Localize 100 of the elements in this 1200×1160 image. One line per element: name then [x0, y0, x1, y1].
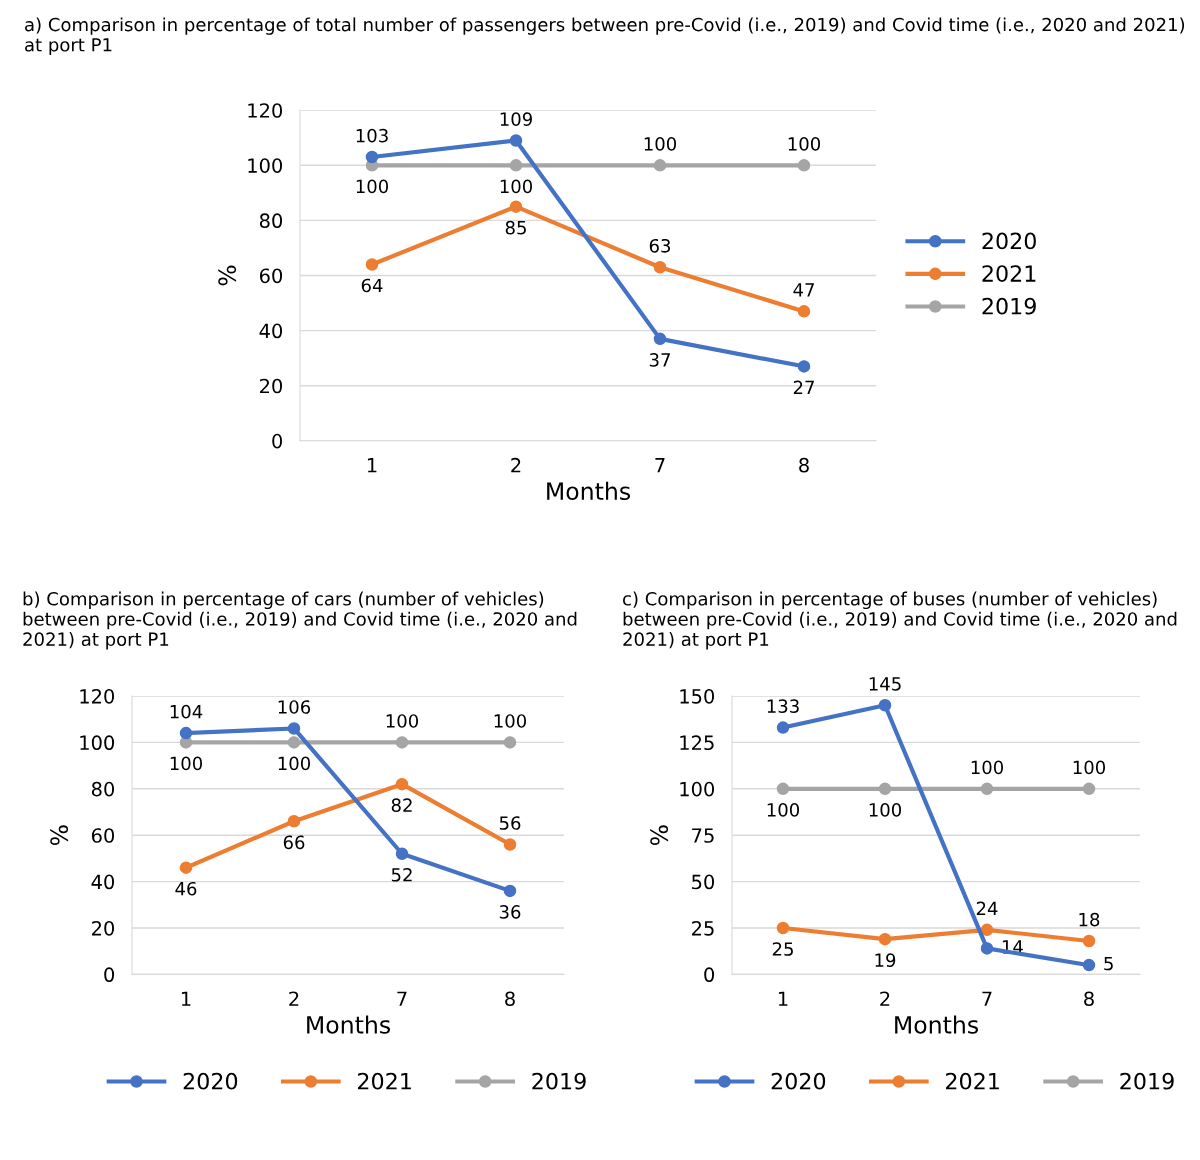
data-label: 100: [788, 137, 821, 151]
data-label: 27: [793, 380, 814, 395]
legend-label: 2019: [1120, 1072, 1174, 1090]
point: [503, 838, 517, 851]
x-axis-title: Months: [547, 481, 630, 501]
y-tick-label: 25: [692, 920, 714, 936]
legend-label: 2020: [771, 1072, 826, 1090]
x-tick-label: 1: [181, 991, 191, 1006]
point: [395, 736, 409, 749]
data-label: 36: [499, 905, 521, 919]
y-tick-label: 20: [260, 378, 283, 394]
point: [797, 360, 811, 373]
y-tick-label: 75: [692, 828, 714, 843]
chart-title: a) Comparison in percentage of total number of passengers between pre-Covid (i.e., 2019) and Covid time (i.e., 2020 and 2021) at port P1: [25, 17, 1185, 56]
y-tick-label: 120: [248, 103, 283, 118]
point: [797, 305, 811, 318]
data-label: 46: [175, 881, 197, 896]
y-tick-label: 100: [248, 158, 283, 173]
legend-label: 2021: [982, 265, 1036, 282]
point: [980, 942, 994, 955]
point: [776, 921, 790, 935]
data-label: 103: [356, 128, 388, 143]
point: [980, 782, 994, 796]
y-tick-label: 120: [80, 688, 115, 704]
y-tick-label: 125: [680, 735, 714, 751]
data-label: 82: [391, 798, 412, 813]
data-label: 100: [356, 179, 389, 194]
point: [878, 699, 892, 712]
point: [365, 150, 379, 164]
point: [653, 260, 667, 274]
chart-title: b) Comparison in percentage of cars (number of vehicles) between pre-Covid (i.e., 2019) and Covid time (i.e., 2020 and 2021) at port P1: [23, 591, 577, 650]
legend-label: 2019: [532, 1072, 586, 1090]
point: [509, 200, 523, 213]
y-tick-label: 40: [91, 874, 115, 890]
data-label: 100: [386, 714, 419, 728]
data-label: 64: [361, 278, 383, 293]
data-label: 100: [971, 760, 1004, 775]
x-axis-title: Months: [307, 1015, 390, 1034]
point: [287, 736, 301, 749]
point: [1082, 958, 1096, 972]
point: [1082, 782, 1096, 796]
y-tick-label: 80: [259, 213, 283, 229]
point: [395, 777, 409, 791]
point: [980, 923, 994, 937]
y-tick-label: 0: [104, 967, 115, 983]
chart-title: c) Comparison in percentage of buses (number of vehicles) between pre-Covid (i.e., 2019) and Covid time (i.e., 2020 and 2021) at port P1: [623, 591, 1177, 650]
y-tick-label: 60: [259, 268, 283, 284]
point: [1082, 934, 1096, 948]
point: [179, 726, 193, 740]
y-tick-label: 100: [680, 781, 715, 797]
data-label: 52: [391, 867, 412, 882]
point: [395, 847, 409, 861]
data-label: 109: [500, 112, 532, 126]
x-tick-label: 7: [655, 458, 665, 473]
point: [776, 721, 790, 734]
data-label: 19: [875, 953, 896, 967]
point: [797, 159, 811, 172]
data-label: 133: [767, 699, 799, 713]
data-label: 5: [1104, 956, 1113, 971]
point: [509, 134, 523, 147]
data-label: 24: [976, 901, 998, 915]
data-label: 56: [499, 816, 521, 830]
legend-label: 2020: [183, 1072, 238, 1090]
point: [179, 861, 193, 874]
point: [287, 815, 301, 828]
data-label: 104: [170, 704, 203, 719]
y-tick-label: 80: [91, 781, 115, 797]
data-label: 63: [649, 238, 671, 253]
data-label: 100: [494, 714, 527, 728]
data-label: 18: [1079, 912, 1100, 927]
x-tick-label: 1: [367, 458, 377, 473]
point: [878, 932, 892, 946]
data-label: 100: [869, 803, 902, 817]
data-label: 100: [1073, 760, 1106, 775]
y-axis-title: %: [650, 825, 669, 846]
point: [287, 722, 301, 735]
point: [653, 159, 667, 172]
y-tick-label: 0: [272, 433, 283, 449]
x-tick-label: 8: [505, 991, 515, 1007]
y-tick-label: 150: [680, 688, 715, 704]
data-label: 106: [278, 700, 311, 714]
y-tick-label: 40: [259, 323, 283, 339]
x-tick-label: 2: [880, 991, 890, 1006]
point: [503, 884, 517, 898]
x-tick-label: 8: [799, 457, 809, 473]
y-axis-title: %: [50, 825, 69, 846]
x-tick-label: 2: [289, 991, 299, 1006]
data-label: 100: [767, 803, 800, 817]
y-tick-label: 20: [92, 920, 115, 936]
legend-label: 2021: [358, 1072, 411, 1090]
data-label: 145: [869, 677, 901, 691]
data-label: 100: [278, 756, 311, 771]
point: [503, 736, 517, 749]
data-label: 25: [772, 942, 793, 956]
data-label: 66: [283, 835, 305, 850]
y-tick-label: 50: [692, 874, 715, 890]
x-tick-label: 1: [778, 991, 788, 1006]
point: [509, 159, 523, 172]
point: [653, 332, 667, 346]
legend-label: 2019: [982, 297, 1036, 315]
